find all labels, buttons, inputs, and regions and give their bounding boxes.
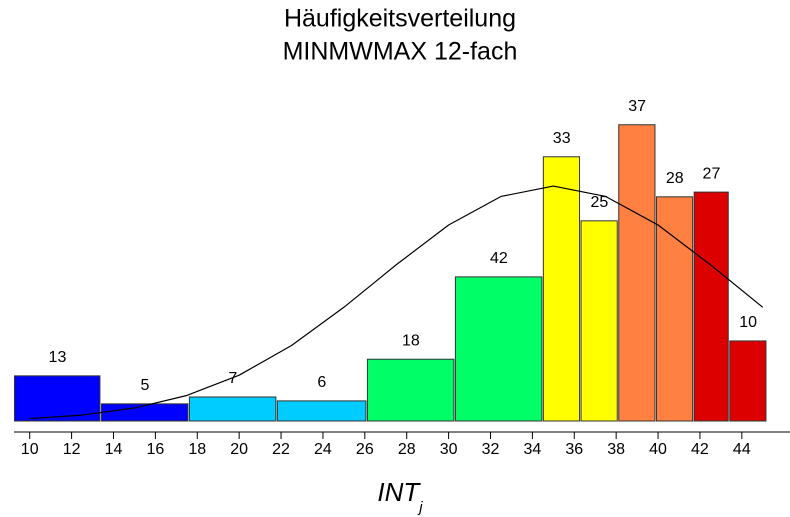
x-tick-label: 18 (188, 441, 206, 458)
x-tick-label: 42 (691, 441, 709, 458)
x-tick-label: 32 (482, 441, 500, 458)
x-tick-label: 28 (398, 441, 416, 458)
bar-value-label: 7 (228, 370, 237, 387)
bar-value-label: 5 (140, 377, 149, 394)
bar (729, 340, 767, 422)
x-axis-label: INTj (377, 477, 423, 516)
x-tick-label: 30 (440, 441, 458, 458)
x-tick-label: 10 (21, 441, 39, 458)
bar (454, 276, 543, 422)
bar-value-label: 37 (628, 98, 646, 115)
x-tick-label: 38 (607, 441, 625, 458)
bar-value-label: 28 (666, 170, 684, 187)
x-tick-label: 14 (105, 441, 123, 458)
bar (276, 400, 367, 422)
bar-value-label: 10 (739, 314, 757, 331)
bar (580, 220, 618, 422)
bar-value-label: 6 (317, 374, 326, 391)
bar (693, 191, 729, 422)
bar-value-label: 13 (49, 349, 67, 366)
bar (618, 124, 656, 422)
x-tick-label: 26 (356, 441, 374, 458)
fit-curve (29, 185, 764, 420)
chart-subtitle: MINMWMAX 12-fach (283, 38, 518, 66)
x-axis-label-subscript: j (417, 499, 423, 516)
bar-value-label: 42 (490, 250, 508, 267)
x-tick-label: 24 (314, 441, 332, 458)
x-tick-label: 40 (649, 441, 667, 458)
x-tick-label: 44 (733, 441, 751, 458)
x-tick-label: 34 (523, 441, 541, 458)
bar (188, 396, 277, 422)
bar (14, 375, 101, 422)
bar-value-label: 33 (553, 130, 571, 147)
x-tick-label: 20 (230, 441, 248, 458)
bar-value-label: 27 (703, 165, 721, 182)
x-tick-label: 12 (63, 441, 81, 458)
bar (366, 358, 455, 422)
x-tick-label: 22 (272, 441, 290, 458)
bar (100, 403, 189, 422)
x-tick-label: 16 (146, 441, 164, 458)
bar-value-label: 25 (591, 194, 609, 211)
x-tick-label: 36 (565, 441, 583, 458)
bar (542, 156, 581, 422)
bar-value-label: 18 (402, 332, 420, 349)
x-axis-label-main: INT (377, 477, 421, 507)
chart-title: Häufigkeitsverteilung (284, 5, 516, 33)
bar (655, 196, 694, 422)
